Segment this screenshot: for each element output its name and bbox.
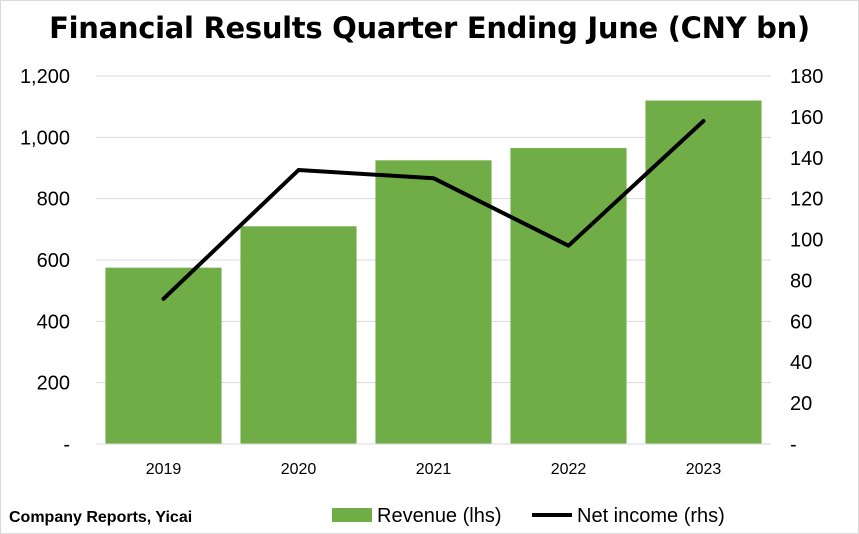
y-left-tick-label: 1,000 <box>20 127 70 149</box>
x-tick-label: 2020 <box>281 461 317 478</box>
revenue-bar <box>645 100 762 445</box>
y-right-tick-label: 100 <box>790 230 823 252</box>
revenue-bar <box>510 148 627 445</box>
y-right-tick-label: 140 <box>790 148 823 170</box>
y-right-tick-label: 60 <box>790 311 812 333</box>
y-left-tick-label: 400 <box>37 311 70 333</box>
revenue-bars <box>105 100 762 445</box>
chart-title: Financial Results Quarter Ending June (C… <box>49 11 810 45</box>
revenue-bar <box>240 226 357 444</box>
y-right-tick-label: 20 <box>790 393 812 415</box>
x-tick-label: 2022 <box>551 461 587 478</box>
x-tick-label: 2021 <box>416 461 452 478</box>
revenue-bar <box>375 160 492 445</box>
y-right-tick-label: 180 <box>790 66 823 88</box>
legend: Revenue (lhs) Net income (rhs) <box>332 505 725 527</box>
y-left-tick-label: 200 <box>37 373 70 395</box>
y-left-tick-label: 1,200 <box>20 66 70 88</box>
legend-revenue-label: Revenue (lhs) <box>377 505 502 527</box>
net-income-line-group <box>161 118 706 301</box>
x-tick-label: 2019 <box>146 461 182 478</box>
y-left-tick-label: 600 <box>37 250 70 272</box>
y-right-tick-label: 80 <box>790 270 812 292</box>
y-right-tick-label: - <box>790 434 797 456</box>
y-left-tick-label: - <box>63 434 70 456</box>
y-right-tick-label: 120 <box>790 189 823 211</box>
legend-net-income-label: Net income (rhs) <box>577 505 725 527</box>
axes: - 200 400 600 800 1,000 1,200 - 20 40 60 80 100 120 14… <box>20 66 823 478</box>
x-tick-label: 2023 <box>686 461 722 478</box>
legend-revenue-swatch <box>332 508 372 522</box>
source-note: Company Reports, Yicai <box>9 509 193 526</box>
y-left-tick-label: 800 <box>37 189 70 211</box>
y-right-tick-label: 40 <box>790 352 812 374</box>
y-right-tick-label: 160 <box>790 107 823 129</box>
revenue-bar <box>105 267 222 444</box>
